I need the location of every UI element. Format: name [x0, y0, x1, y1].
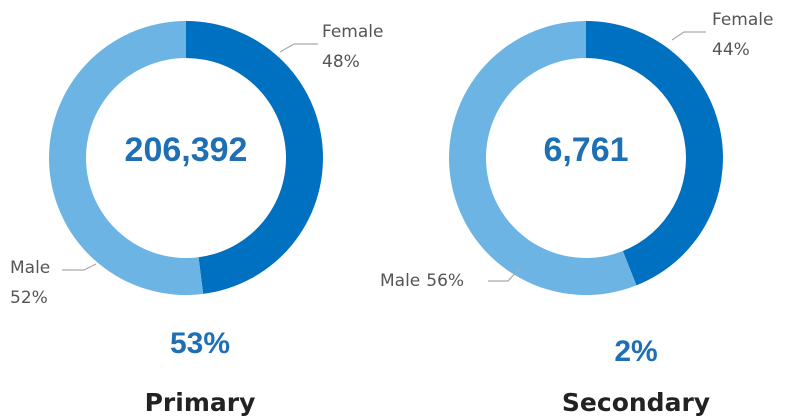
donut-segment — [586, 21, 723, 286]
segment-category: Female — [322, 22, 383, 42]
center-label: 206,392 — [125, 131, 248, 169]
segment-value: 44% — [712, 40, 750, 60]
chart-title: Secondary — [562, 388, 710, 417]
leader-line — [279, 43, 318, 53]
segment-category: Male — [380, 271, 420, 291]
annotation: 2% — [614, 335, 657, 368]
segment-label: Male 56% — [380, 271, 464, 291]
annotation: 53% — [170, 327, 230, 360]
donut-segment — [448, 21, 637, 295]
segment-value: 52% — [10, 288, 48, 308]
segment-value: 48% — [322, 52, 360, 72]
center-label: 6,761 — [543, 131, 628, 169]
leader-line — [488, 267, 521, 282]
segment-value: 56% — [426, 271, 464, 291]
leader-line — [671, 31, 706, 41]
leader-line — [62, 263, 97, 271]
donut-segment — [49, 21, 204, 295]
donut-segment — [186, 21, 323, 294]
segment-category: Female — [712, 10, 773, 30]
segment-category: Male — [10, 258, 50, 278]
chart-title: Primary — [145, 388, 256, 417]
